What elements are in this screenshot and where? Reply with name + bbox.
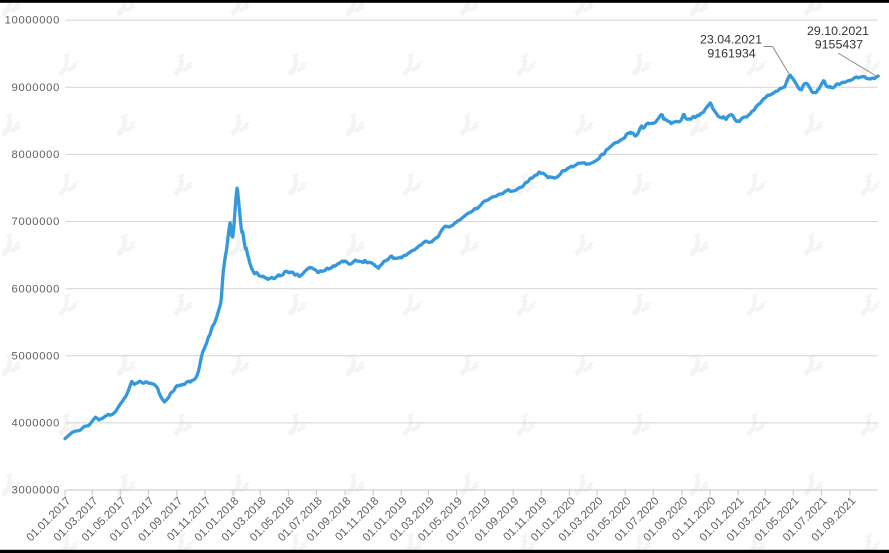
svg-text:4000000: 4000000 <box>12 418 60 430</box>
svg-text:3000000: 3000000 <box>12 485 60 497</box>
svg-text:9161934: 9161934 <box>707 46 755 60</box>
svg-text:5000000: 5000000 <box>12 350 60 362</box>
svg-text:7000000: 7000000 <box>12 216 60 228</box>
svg-text:9000000: 9000000 <box>12 82 60 94</box>
svg-text:8000000: 8000000 <box>12 149 60 161</box>
svg-text:6000000: 6000000 <box>12 283 60 295</box>
svg-text:9155437: 9155437 <box>815 38 863 52</box>
svg-text:10000000: 10000000 <box>5 15 60 27</box>
svg-text:23.04.2021: 23.04.2021 <box>700 33 762 47</box>
svg-text:29.10.2021: 29.10.2021 <box>807 24 869 38</box>
